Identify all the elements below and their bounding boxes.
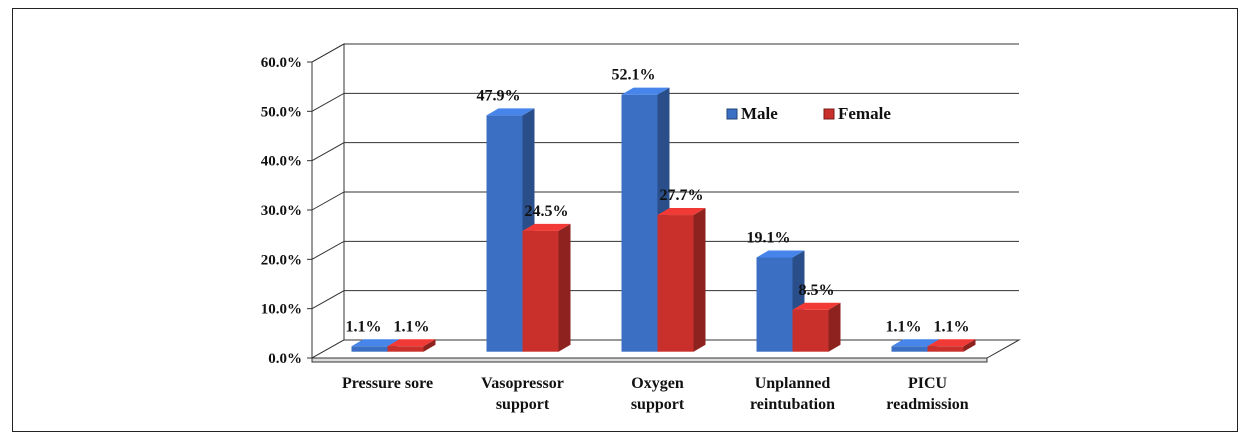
y-tick-label: 0.0% <box>268 351 302 367</box>
gridline <box>311 191 1019 211</box>
x-tick-label: Unplanned <box>755 375 831 392</box>
x-tick-label: reintubation <box>750 396 835 413</box>
bar-side <box>828 302 841 352</box>
bar-female <box>522 223 571 352</box>
bar-top <box>351 339 400 347</box>
bar-front <box>756 257 793 352</box>
bar-top <box>891 339 940 347</box>
y-tick-label: 40.0% <box>261 154 302 170</box>
bar-side <box>963 339 976 352</box>
legend-label: Male <box>741 104 778 123</box>
data-label: 1.1% <box>934 318 970 335</box>
legend-label: Female <box>838 104 891 123</box>
bar-top <box>522 223 571 231</box>
bar-top <box>387 339 436 347</box>
gridline <box>311 142 1019 162</box>
bar-side <box>693 208 706 352</box>
bar-front <box>351 346 388 352</box>
bar-top <box>927 339 976 347</box>
data-label: 27.7% <box>660 187 704 204</box>
floor-edge <box>311 357 988 363</box>
bar-top <box>756 250 805 258</box>
gridline <box>311 43 1019 63</box>
y-tick-label: 30.0% <box>261 203 302 219</box>
x-tick-label: support <box>496 396 550 413</box>
bar-front <box>486 115 523 352</box>
bar-female <box>792 302 841 352</box>
bar-top <box>792 302 841 310</box>
y-tick-label: 20.0% <box>261 252 302 268</box>
y-tick-label: 50.0% <box>261 104 302 120</box>
gridline <box>311 240 1019 260</box>
bar-top <box>486 108 535 116</box>
bar-female <box>927 339 976 352</box>
data-label: 24.5% <box>525 203 569 220</box>
data-label: 47.9% <box>477 87 521 104</box>
bar-male <box>756 250 805 352</box>
data-label: 52.1% <box>612 67 656 84</box>
x-tick-label: PICU <box>908 375 948 392</box>
bar-female <box>657 208 706 352</box>
bar-front <box>891 346 928 352</box>
x-tick-label: Pressure sore <box>342 375 433 392</box>
bar-top <box>657 208 706 216</box>
bar-front <box>657 215 694 352</box>
x-tick-label: Oxygen <box>631 375 684 392</box>
x-tick-label: readmission <box>886 396 968 413</box>
bar-male <box>486 108 535 352</box>
legend-swatch <box>726 108 738 120</box>
bar-side <box>558 223 571 352</box>
bar-front <box>927 346 964 352</box>
bar-front <box>621 94 658 352</box>
bar-female <box>387 339 436 352</box>
legend-swatch <box>823 108 835 120</box>
data-label: 1.1% <box>394 318 430 335</box>
bar-top <box>621 87 670 95</box>
y-tick-label: 60.0% <box>261 55 302 71</box>
gridline <box>311 92 1019 112</box>
legend-item-female: Female <box>823 104 891 123</box>
data-label: 1.1% <box>886 318 922 335</box>
bar-side <box>423 339 436 352</box>
data-label: 19.1% <box>747 229 791 246</box>
data-label: 1.1% <box>346 318 382 335</box>
y-tick-label: 10.0% <box>261 302 302 318</box>
x-tick-label: support <box>631 396 685 413</box>
bar-front <box>387 346 424 352</box>
x-tick-label: Vasopressor <box>481 375 564 392</box>
data-label: 8.5% <box>799 282 835 299</box>
legend-item-male: Male <box>726 104 778 123</box>
bar-front <box>792 309 829 352</box>
bar-front <box>522 230 559 352</box>
